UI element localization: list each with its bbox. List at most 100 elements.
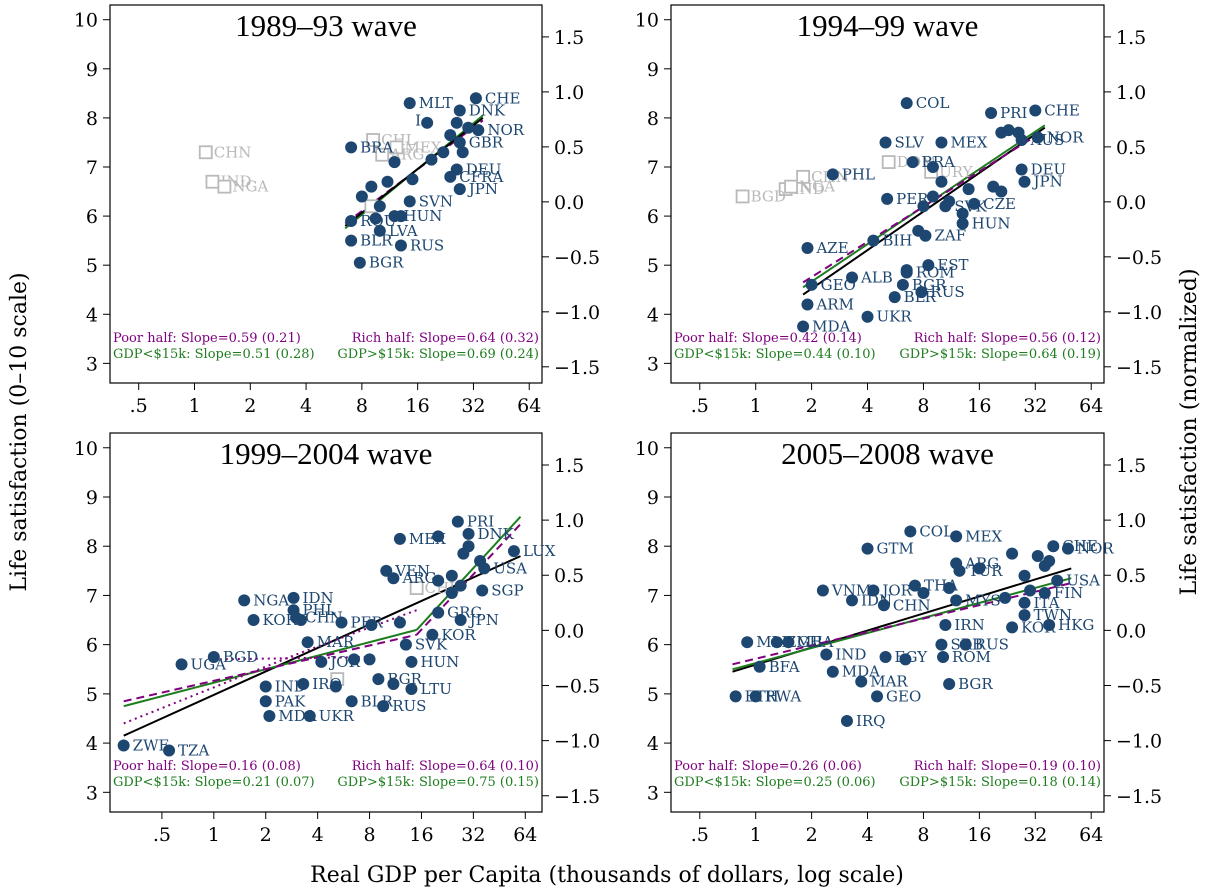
data-point-label: MEX <box>950 133 987 151</box>
y-axis-label-right: Life satisfaction (normalized) <box>1177 268 1202 595</box>
data-point <box>405 655 418 668</box>
data-point <box>871 690 884 703</box>
data-point-label: NOR <box>487 121 524 139</box>
data-point <box>315 655 328 668</box>
data-point <box>387 678 400 691</box>
excluded-point-marker <box>375 147 390 162</box>
data-point <box>922 259 935 272</box>
data-point <box>444 170 457 183</box>
data-point <box>175 658 188 671</box>
y2-tick-label: −1.0 <box>554 302 600 324</box>
data-point-label: EST <box>937 256 968 274</box>
data-point-label: SVK <box>415 636 448 654</box>
x-tick-label: 16 <box>409 824 433 846</box>
data-point-label: AUS <box>1030 131 1065 149</box>
y2-tick-label: 0.5 <box>1116 137 1146 159</box>
y2-tick-label: −1.0 <box>1116 302 1162 324</box>
annotation-high-gdp: GDP>$15k: Slope=0.75 (0.15) <box>337 775 539 790</box>
data-point <box>840 714 853 727</box>
data-point <box>729 690 742 703</box>
annotation-poor-half: Poor half: Slope=0.16 (0.08) <box>113 759 301 774</box>
x-tick-label: 1 <box>750 395 762 417</box>
data-point <box>846 594 859 607</box>
data-point-label: MDA <box>812 318 850 336</box>
data-point <box>1015 163 1028 176</box>
data-point <box>816 584 829 597</box>
x-tick-label: 64 <box>1079 824 1103 846</box>
plot-frame <box>670 432 1105 813</box>
data-point-label: USA <box>1066 572 1100 590</box>
y-tick-label: 10 <box>635 438 659 460</box>
data-point-label: GHA <box>797 633 833 651</box>
data-point <box>935 638 948 651</box>
data-point <box>939 618 952 631</box>
y2-tick-label: 0.0 <box>1116 620 1146 642</box>
data-point <box>345 234 358 247</box>
data-point-label: CHE <box>1044 102 1080 120</box>
data-point-label: AZE <box>815 239 848 257</box>
data-point-label: PRI <box>1000 104 1027 122</box>
excluded-point-label: IND <box>794 180 825 198</box>
data-point <box>387 572 400 585</box>
data-point <box>877 599 890 612</box>
data-point <box>405 682 418 695</box>
data-point-label: RUS <box>930 283 964 301</box>
data-point <box>861 542 874 555</box>
data-point-label: DEU <box>1031 160 1067 178</box>
data-point-label: MYS <box>965 591 1001 609</box>
x-axis-label: Real GDP per Capita (thousands of dollar… <box>310 863 904 888</box>
y2-tick-label: 1.5 <box>1116 455 1146 477</box>
y-tick-label: 9 <box>86 487 98 509</box>
data-point-label: BGR <box>958 675 993 693</box>
data-point-label: BRA <box>360 138 393 156</box>
data-point <box>935 136 948 149</box>
data-point <box>741 636 754 649</box>
data-point <box>444 129 457 142</box>
x-tick-label: 2 <box>806 824 818 846</box>
data-point-label: ZWE <box>133 737 170 755</box>
data-point <box>247 614 260 627</box>
data-point <box>403 97 416 110</box>
fit-lines <box>732 567 1072 673</box>
data-point <box>939 200 952 213</box>
annotation-rich-half: Rich half: Slope=0.56 (0.12) <box>914 331 1101 346</box>
data-point <box>801 242 814 254</box>
data-point-label: IRN <box>954 616 984 634</box>
data-point <box>943 582 956 595</box>
data-point-label: JPN <box>468 611 499 629</box>
data-point <box>365 180 378 193</box>
data-point <box>915 286 928 299</box>
fit-line-poor-rich <box>802 129 1046 284</box>
data-point-label: JOR <box>880 582 912 600</box>
excluded-point-marker <box>409 581 424 595</box>
data-point <box>348 653 361 666</box>
data-point-label: EGY <box>895 648 929 666</box>
y-tick-label: 9 <box>86 59 98 81</box>
data-point <box>1051 574 1064 587</box>
data-point <box>900 266 913 279</box>
data-point <box>1043 554 1056 567</box>
data-point <box>1031 131 1044 144</box>
data-point <box>345 695 358 708</box>
fit-line-dotted <box>213 656 370 661</box>
data-point <box>393 532 406 545</box>
data-point <box>973 562 986 575</box>
data-point <box>117 739 130 752</box>
y-tick-label: 5 <box>86 684 98 706</box>
data-point-label: HUN <box>420 653 459 671</box>
x-tick-label: 2 <box>806 395 818 417</box>
data-point <box>207 650 220 663</box>
fit-line-poor-rich-low <box>123 633 417 703</box>
data-point <box>454 614 467 627</box>
data-point-label: GEO <box>821 276 856 294</box>
data-point-label: ZAF <box>934 227 966 245</box>
y-axis-label-left: Life satisfaction (0–10 scale) <box>7 272 32 591</box>
excluded-point-marker <box>784 179 798 194</box>
data-point-label: ZMB <box>786 633 823 651</box>
data-point <box>995 185 1008 198</box>
x-tick-label: 2 <box>260 824 272 846</box>
excluded-point-label: URY <box>939 163 973 181</box>
data-point-label: BFA <box>769 658 800 676</box>
data-point <box>478 562 491 575</box>
